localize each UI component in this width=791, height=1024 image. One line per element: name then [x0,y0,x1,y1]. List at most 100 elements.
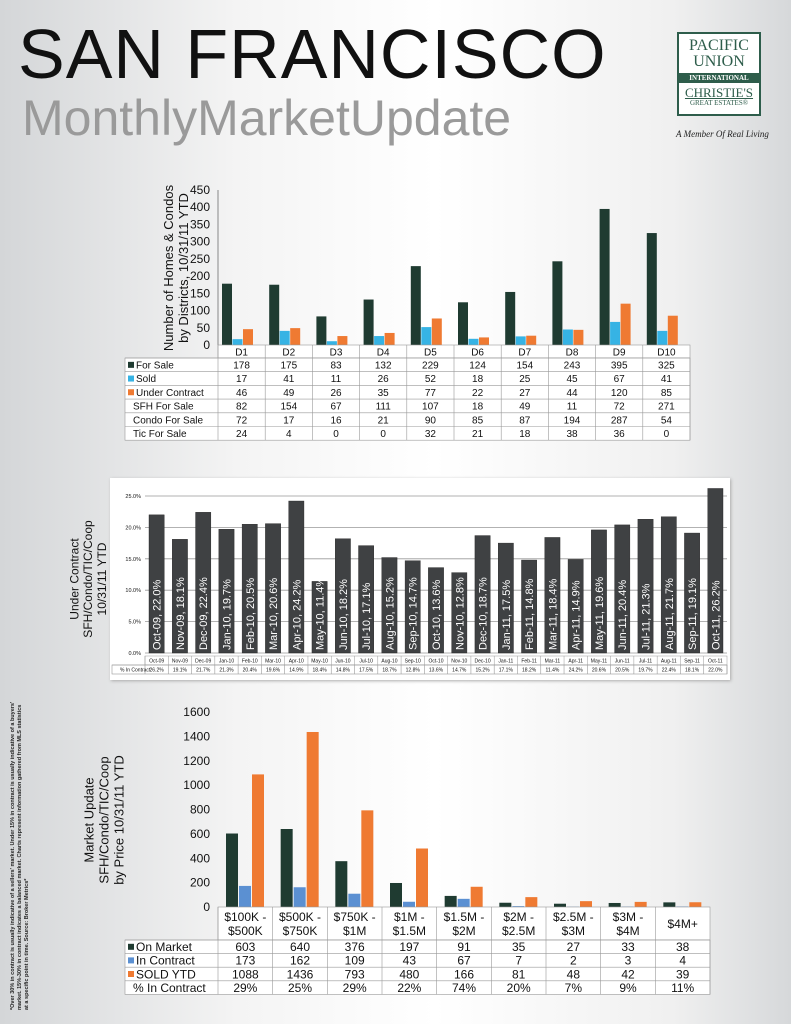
chart1-table-cell: 72 [614,402,626,413]
chart1-bar-sold [515,336,526,345]
chart3-table-cell: 1088 [232,967,259,981]
chart2-data-label: Aug-10, 15.2% [384,577,396,650]
chart3-x-tick-label: $2M -$2.5M [502,910,535,938]
chart1-y-tick-label: 150 [190,286,210,300]
chart1-y-tick-label: 300 [190,235,210,249]
chart1-table-cell: 67 [614,374,626,385]
chart2-y-tick-label: 5.0% [128,620,141,626]
chart1-bar-for-sale [316,316,327,345]
chart2-data-label: Jul-10, 17.1% [361,583,373,650]
chart3-table-cell: 9% [619,981,637,995]
chart2-table-cell: 20.6% [592,667,607,673]
chart3-table-cell: 603 [235,940,255,954]
chart1-table-cell: 18 [519,429,531,440]
chart1-table-cell: 4 [286,429,292,440]
chart2-x-tick-label: Apr-10 [289,659,304,665]
chart3-bar-on-market [499,902,512,907]
chart3-bar-in-contract [512,906,525,907]
chart1-table-cell: 132 [375,360,392,371]
chart2-table-cell: 15.2% [475,667,490,673]
chart2-x-tick-label: Aug-11 [661,659,677,665]
chart1-x-tick-label: D2 [282,348,295,359]
chart3-table-cell: 197 [399,940,419,954]
chart3-bar-in-contract [457,898,470,907]
chart2-table-cell: 22.4% [662,667,677,673]
chart3-y-axis-title-line: SFH/Condo/TIC/Coop [97,756,112,883]
chart3-y-axis-title-line: by Price 10/31/11 YTD [112,755,127,885]
chart2-bar [684,532,700,654]
brand-logo: PACIFIC UNION INTERNATIONAL CHRISTIE'S G… [677,32,761,116]
chart3-table-cell: 33 [621,940,635,954]
chart1-bar-under-contract [667,315,678,345]
chart1-bar-sold [468,338,479,345]
chart2-x-tick-label: Dec-10 [474,659,490,665]
chart3-table-cell: 7% [565,981,583,995]
chart1-y-tick-label: 350 [190,217,210,231]
chart2-bar [707,488,724,654]
chart1-table-cell: 38 [566,429,578,440]
chart2-table-cell: 13.6% [429,667,444,673]
chart3-bar-sold-ytd [306,731,319,907]
chart1-bar-under-contract [290,328,301,345]
chart1-row-label: For Sale [136,360,174,371]
chart3-bar-sold-ytd [580,901,592,907]
chart3-y-tick-label: 800 [190,803,210,817]
chart1-table-cell: 17 [236,374,248,385]
chart1-bar-sold [657,330,668,345]
chart1-bar-sold [326,341,337,345]
chart3-y-tick-label: 1400 [183,729,210,743]
chart3-table-cell: 7 [515,954,522,968]
chart1-table-cell: 17 [283,415,295,426]
chart1-bar-for-sale [505,291,516,345]
chart3-table-cell: 166 [454,967,474,981]
chart1-table-cell: 77 [425,388,437,399]
chart3-x-tick-label-line: $750K [283,924,318,938]
chart2-bar [660,516,677,654]
chart3-bar-sold-ytd [252,774,264,907]
chart3-bar-sold-ytd [470,886,483,907]
chart3-table-cell: 162 [290,954,310,968]
chart2-data-label: May-11, 19.6% [594,577,606,650]
chart2-x-tick-label: Dec-09 [195,659,211,665]
chart2-x-tick-label: Jan-10 [219,659,235,665]
chart3-table-cell: 39 [676,967,690,981]
chart3-x-tick-label-line: $3M - [613,910,644,924]
chart1-table-cell: 325 [658,360,675,371]
chart2-x-tick-label: May-11 [591,659,608,665]
chart3-table-cell: 4 [679,954,686,968]
chart3-bar-on-market [335,861,348,907]
chart3-row-label: SOLD YTD [136,967,196,981]
chart2-table-cell: 18.1% [685,667,700,673]
chart2-y-tick-label: 25.0% [125,494,141,500]
chart1-bar-under-contract [431,318,442,345]
chart1-row-label: Tic For Sale [133,429,187,440]
chart3-x-tick-label: $750K -$1M [334,910,376,938]
chart2-bar [451,572,468,654]
chart1-bar-under-contract [384,332,395,345]
chart3-bar-in-contract [239,885,251,907]
chart3-y-tick-label: 1200 [183,754,210,768]
chart1-bar-sold [562,329,573,345]
chart2-bar [241,524,258,654]
chart3-x-tick-label: $1.5M -$2M [444,910,485,938]
chart2-x-tick-label: Oct-09 [149,659,164,665]
chart1-table-cell: 24 [236,429,248,440]
chart3-bar-on-market [390,882,402,907]
chart2-bar [567,559,584,654]
chart1-table-cell: 45 [566,374,578,385]
chart3-table-cell: 20% [507,981,531,995]
chart2-table-cell: 14.8% [336,667,351,673]
chart2-x-tick-label: Jan-11 [498,659,513,665]
chart1-y-tick-label: 250 [190,252,210,266]
chart3-legend-swatch [128,943,134,950]
chart1-table-cell: 36 [614,429,626,440]
chart2-table-cell: 17.5% [359,667,374,673]
chart3-table-cell: 640 [290,940,310,954]
chart2-data-label: Oct-10, 13.6% [431,579,443,650]
chart1-legend-swatch [128,389,134,396]
chart1-table-cell: 32 [425,429,437,440]
chart2-x-tick-label: Oct-10 [428,659,443,665]
chart2-x-tick-label: Mar-11 [545,659,561,665]
chart1-table-cell: 26 [330,388,342,399]
chart3-table-cell: 29% [343,981,367,995]
